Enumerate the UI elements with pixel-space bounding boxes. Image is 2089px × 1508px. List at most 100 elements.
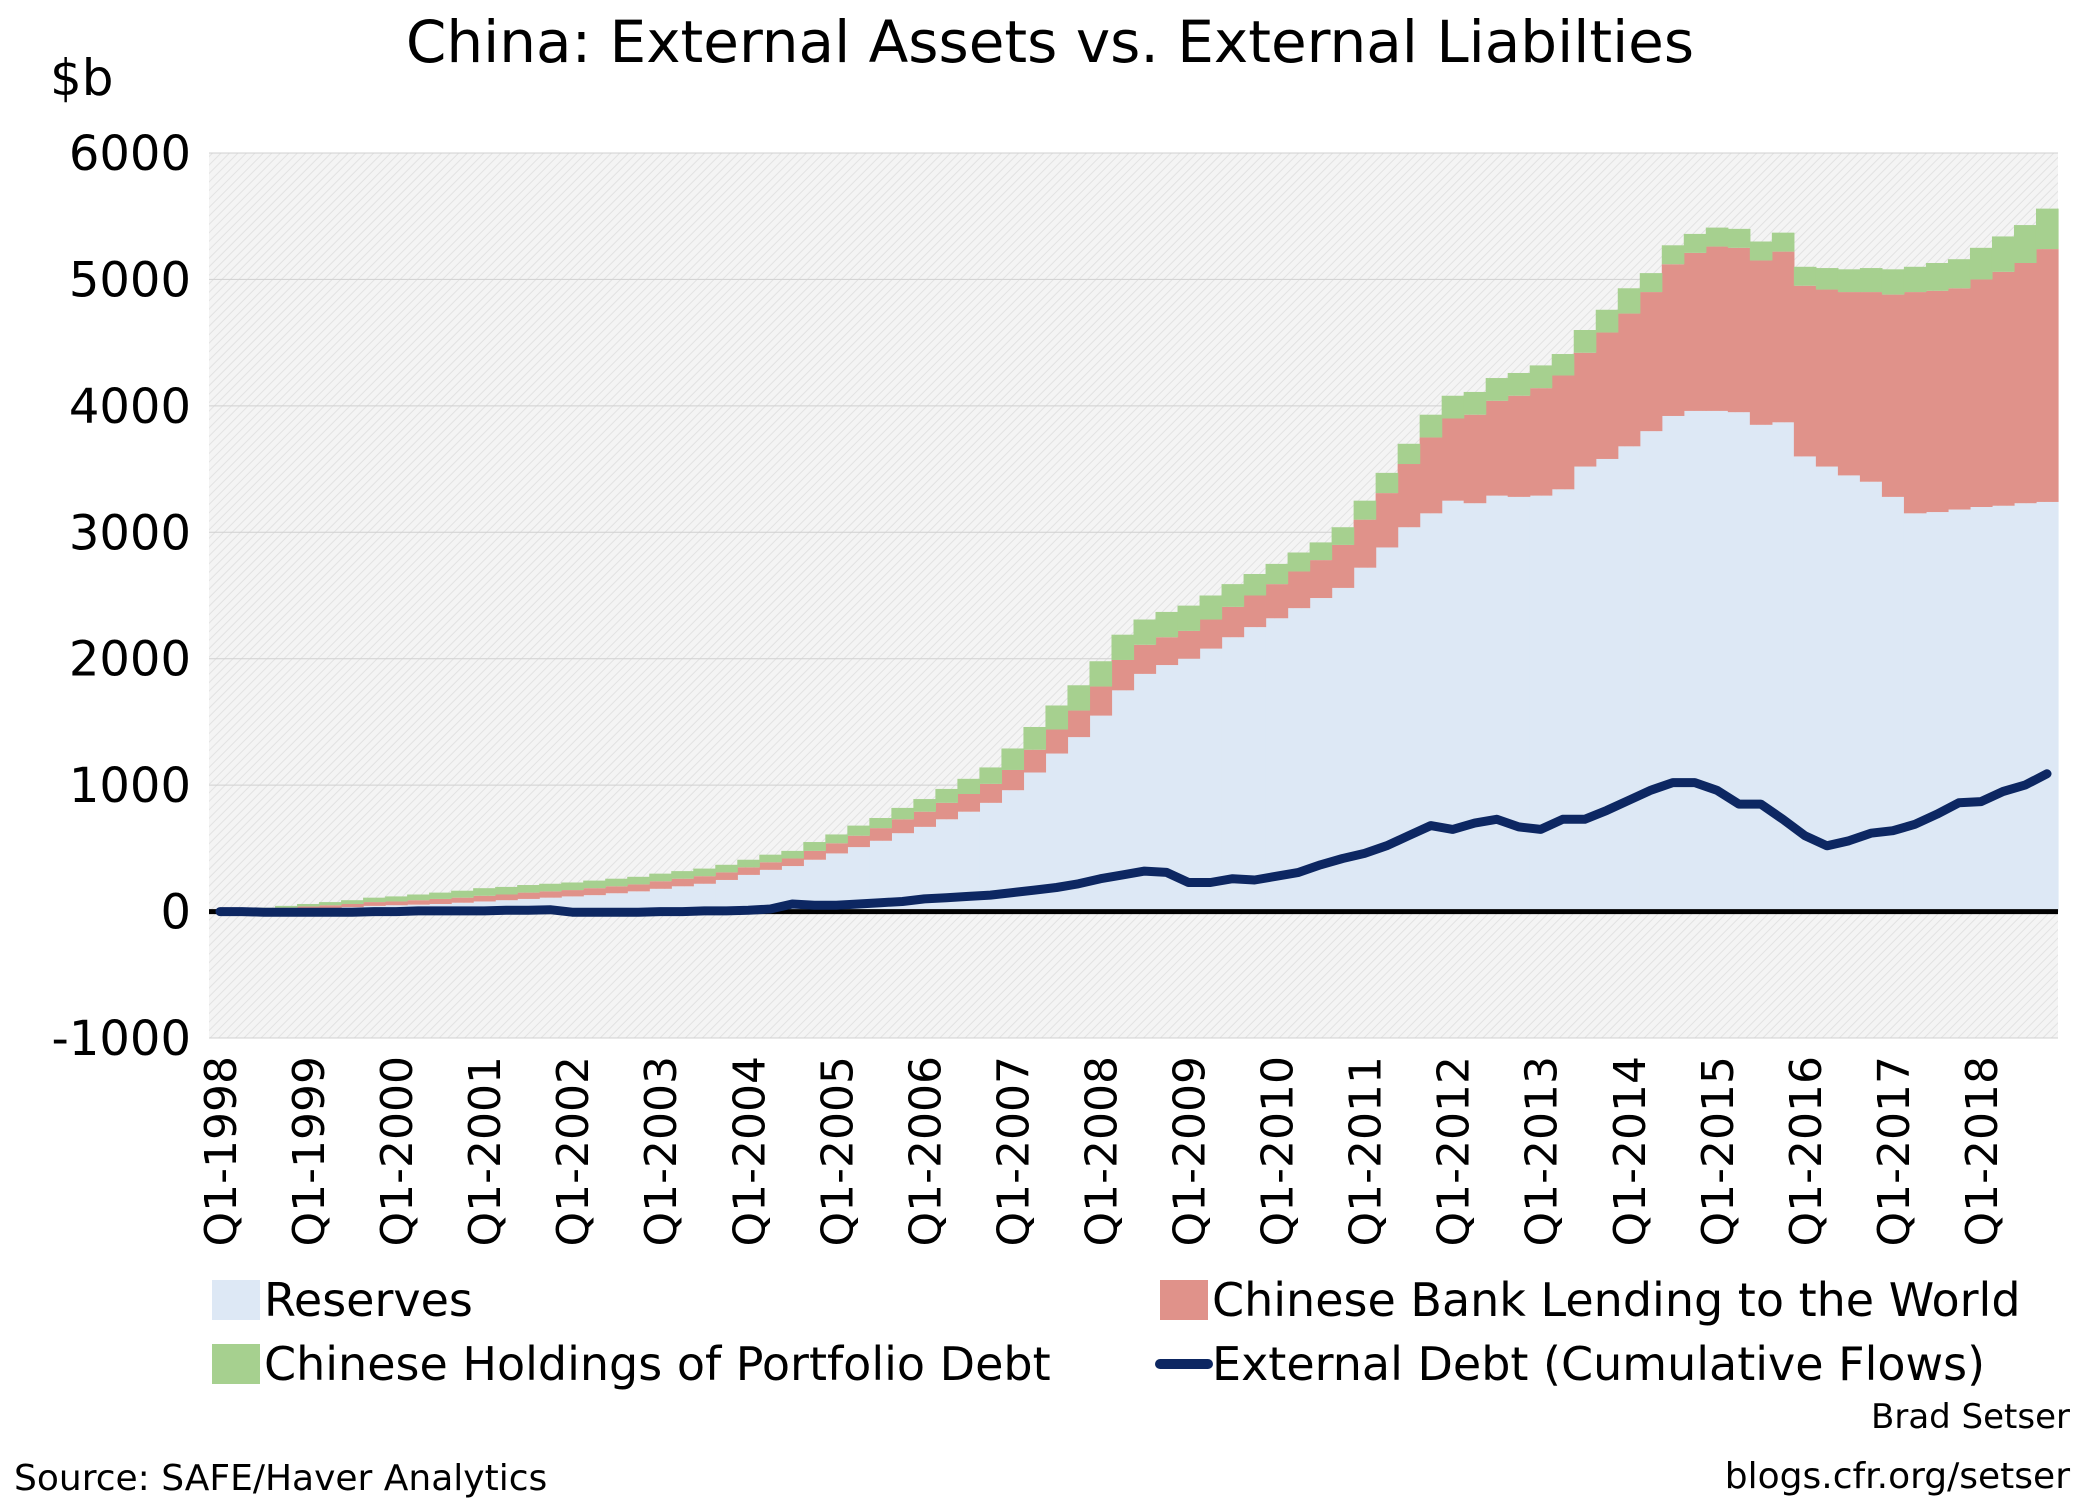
bar-segment bbox=[1001, 790, 1025, 912]
bar-segment bbox=[715, 879, 738, 912]
bar-segment bbox=[891, 807, 914, 820]
bar-segment bbox=[1067, 737, 1091, 912]
bar-segment bbox=[605, 886, 628, 894]
bar-segment bbox=[1837, 269, 1861, 293]
bar-segment bbox=[957, 778, 981, 794]
bar-segment bbox=[1067, 710, 1091, 738]
bar-segment bbox=[517, 885, 540, 893]
bar-segment bbox=[1353, 567, 1377, 912]
bar-segment bbox=[2035, 501, 2059, 912]
bar-segment bbox=[1925, 512, 1949, 912]
x-tick-label: Q1-2005 bbox=[812, 1056, 863, 1246]
bar-segment bbox=[1331, 587, 1355, 912]
bar-segment bbox=[1925, 290, 1949, 513]
bar-segment bbox=[1881, 496, 1905, 912]
bar-segment bbox=[1991, 236, 2015, 272]
bar-segment bbox=[1507, 372, 1531, 396]
bar-segment bbox=[869, 840, 892, 912]
bar-segment bbox=[1815, 268, 1839, 290]
bar-segment bbox=[1881, 269, 1905, 295]
website: blogs.cfr.org/setser bbox=[1725, 1456, 2070, 1497]
bar-segment bbox=[781, 850, 804, 859]
chart-title: China: External Assets vs. External Liab… bbox=[406, 8, 1694, 76]
bar-segment bbox=[1947, 509, 1971, 912]
bar-segment bbox=[1243, 627, 1267, 912]
bar-segment bbox=[891, 833, 914, 912]
bar-segment bbox=[1991, 505, 2015, 912]
bar-segment bbox=[1045, 753, 1069, 912]
bar-segment bbox=[1331, 544, 1355, 588]
bar-segment bbox=[759, 862, 782, 870]
bar-segment bbox=[1375, 493, 1399, 548]
bar-segment bbox=[1111, 659, 1135, 691]
bar-segment bbox=[1705, 410, 1729, 912]
bar-segment bbox=[473, 895, 496, 902]
bar-segment bbox=[495, 894, 518, 901]
legend-label: External Debt (Cumulative Flows) bbox=[1212, 1337, 1985, 1391]
bar-segment bbox=[1771, 232, 1795, 252]
bar-segment bbox=[1221, 637, 1245, 912]
bar-segment bbox=[1177, 658, 1201, 912]
bar-segment bbox=[1441, 395, 1465, 419]
bar-segment bbox=[1573, 330, 1597, 353]
x-tick-label: Q1-2018 bbox=[1957, 1056, 2008, 1246]
bar-segment bbox=[1441, 418, 1465, 501]
bar-segment bbox=[1771, 251, 1795, 423]
bar-segment bbox=[539, 891, 562, 898]
bar-segment bbox=[1793, 285, 1817, 457]
bar-segment bbox=[1859, 292, 1883, 482]
bar-segment bbox=[517, 892, 540, 899]
bar-segment bbox=[891, 819, 914, 834]
y-tick-label: 5000 bbox=[69, 252, 191, 308]
bar-segment bbox=[385, 896, 408, 902]
bar-segment bbox=[1243, 574, 1267, 596]
legend-label: Chinese Bank Lending to the World bbox=[1212, 1273, 2021, 1327]
bar-segment bbox=[1947, 288, 1971, 510]
bar-segment bbox=[1463, 503, 1487, 912]
bar-segment bbox=[957, 793, 981, 812]
bar-segment bbox=[1485, 378, 1509, 401]
bar-segment bbox=[913, 811, 936, 827]
bar-segment bbox=[825, 843, 848, 854]
bar-segment bbox=[649, 881, 672, 889]
bar-segment bbox=[297, 903, 320, 907]
bar-segment bbox=[715, 872, 738, 880]
x-tick-label: Q1-2010 bbox=[1253, 1056, 1304, 1246]
bar-segment bbox=[1727, 412, 1751, 912]
bar-segment bbox=[1045, 729, 1069, 754]
bar-segment bbox=[1463, 414, 1487, 504]
bar-segment bbox=[1353, 500, 1377, 520]
bar-segment bbox=[1859, 481, 1883, 912]
bar-segment bbox=[341, 900, 364, 904]
bar-segment bbox=[1001, 748, 1025, 770]
bar-segment bbox=[1221, 606, 1245, 638]
bar-segment bbox=[429, 892, 452, 899]
bar-segment bbox=[1089, 661, 1113, 687]
legend-swatch bbox=[212, 1344, 260, 1384]
bar-segment bbox=[385, 901, 408, 906]
bar-segment bbox=[803, 850, 826, 860]
x-tick-label: Q1-2012 bbox=[1429, 1056, 1480, 1246]
bar-segment bbox=[1177, 605, 1201, 631]
bar-segment bbox=[363, 897, 386, 903]
x-tick-label: Q1-2011 bbox=[1341, 1056, 1392, 1246]
bar-segment bbox=[407, 900, 430, 905]
bar-segment bbox=[1023, 749, 1047, 773]
y-axis-label: $b bbox=[50, 49, 114, 107]
bar-segment bbox=[429, 898, 452, 904]
bar-segment bbox=[1485, 495, 1509, 912]
bar-segment bbox=[737, 874, 760, 912]
bar-segment bbox=[1903, 292, 1927, 514]
bar-segment bbox=[1419, 513, 1443, 912]
bar-segment bbox=[1177, 630, 1201, 659]
x-tick-label: Q1-1998 bbox=[196, 1056, 247, 1246]
bar-segment bbox=[1947, 259, 1971, 289]
bar-segment bbox=[583, 880, 606, 889]
bar-segment bbox=[1089, 715, 1113, 912]
bar-segment bbox=[803, 842, 826, 851]
bar-segment bbox=[1397, 464, 1421, 528]
bar-segment bbox=[1705, 227, 1729, 247]
x-tick-label: Q1-2014 bbox=[1605, 1056, 1656, 1246]
bar-segment bbox=[1199, 595, 1223, 620]
